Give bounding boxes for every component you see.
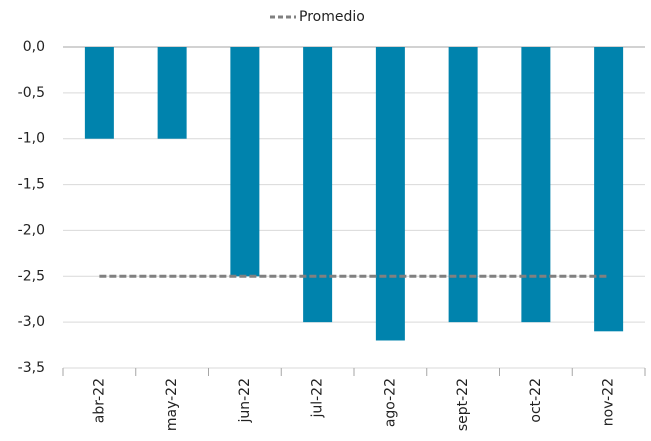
y-tick-label: -3,0	[18, 314, 45, 330]
bar	[594, 47, 624, 332]
x-tick-label: nov-22	[601, 378, 617, 426]
x-tick-label: ago-22	[382, 378, 398, 427]
bar	[303, 47, 333, 323]
bar	[157, 47, 187, 139]
bar	[375, 47, 405, 341]
legend-label: Promedio	[299, 9, 365, 25]
bar	[230, 47, 260, 277]
y-tick-label: -1,0	[18, 131, 45, 147]
y-tick-label: -0,5	[18, 85, 45, 101]
x-tick-label: jun-22	[237, 378, 253, 424]
bar	[448, 47, 478, 323]
bar	[84, 47, 114, 139]
y-tick-label: -2,0	[18, 222, 45, 238]
x-tick-label: may-22	[164, 378, 180, 431]
y-tick-label: -3,5	[18, 360, 45, 376]
x-tick-label: sept-22	[455, 378, 471, 431]
bar	[521, 47, 551, 323]
x-tick-label: oct-22	[528, 378, 544, 423]
y-tick-label: 0,0	[23, 39, 45, 55]
y-tick-label: -2,5	[18, 268, 45, 284]
x-tick-label: jul-22	[310, 378, 326, 419]
x-tick-label: abr-22	[91, 378, 107, 423]
y-tick-label: -1,5	[18, 177, 45, 193]
